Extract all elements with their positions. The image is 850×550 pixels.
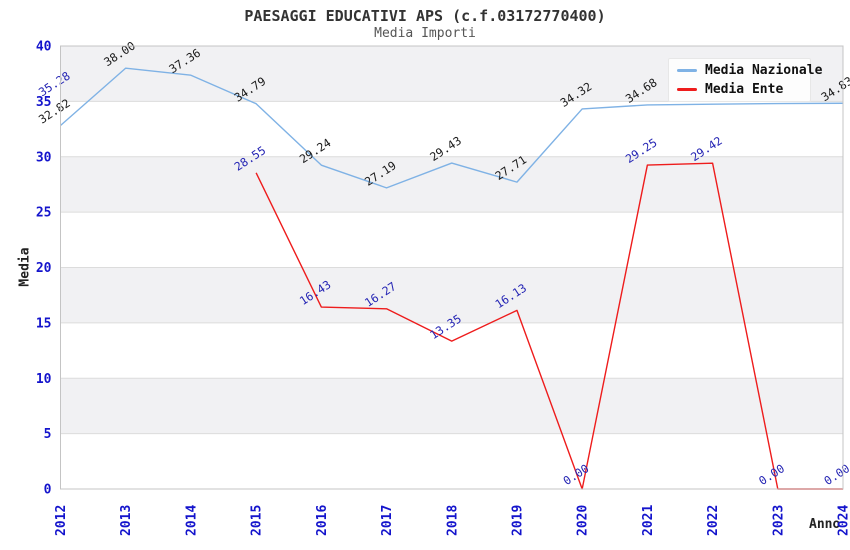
series-line-ente xyxy=(255,162,843,490)
background-band xyxy=(60,267,843,323)
x-tick-label: 2024 xyxy=(837,505,850,536)
x-tick-label: 2017 xyxy=(380,505,395,536)
background-band xyxy=(60,156,843,213)
legend-line-swatch-nazionale xyxy=(677,69,697,72)
y-tick-label: 20 xyxy=(36,261,52,276)
legend-line-swatch-ente xyxy=(677,88,697,91)
x-tick-label: 2014 xyxy=(184,505,199,536)
x-tick-label: 2023 xyxy=(771,505,786,536)
y-tick-label: 0 xyxy=(44,483,52,498)
legend-box: Media Nazionale Media Ente xyxy=(668,58,822,102)
legend-item-media-ente: Media Ente xyxy=(677,82,802,97)
x-tick-label: 2022 xyxy=(706,505,721,536)
legend-item-media-nazionale: Media Nazionale xyxy=(677,63,822,78)
x-tick-label: 2012 xyxy=(54,505,69,536)
legend-label: Media Nazionale xyxy=(705,63,823,78)
chart-title: PAESAGGI EDUCATIVI APS (c.f.03172770400) xyxy=(244,7,606,25)
x-tick-label: 2018 xyxy=(445,505,460,536)
x-axis-title: Anno xyxy=(809,517,841,532)
x-tick-label: 2020 xyxy=(576,505,591,536)
x-tick-label: 2016 xyxy=(315,505,330,536)
x-tick-label: 2021 xyxy=(641,505,656,536)
y-tick-label: 40 xyxy=(36,40,52,55)
x-tick-label: 2019 xyxy=(510,505,525,536)
chart-subtitle: Media Importi xyxy=(374,26,476,41)
x-tick-label: 2013 xyxy=(119,505,134,536)
plot-frame xyxy=(60,45,844,490)
y-tick-label: 30 xyxy=(36,150,52,165)
y-tick-label: 5 xyxy=(44,427,52,442)
data-label: 0.00 xyxy=(756,461,787,488)
y-tick-label: 25 xyxy=(36,206,52,221)
legend-label: Media Ente xyxy=(705,82,784,97)
background-band xyxy=(60,378,843,434)
y-tick-label: 15 xyxy=(36,316,52,331)
y-tick-label: 10 xyxy=(36,372,52,387)
data-label: 0.00 xyxy=(821,461,850,488)
x-tick-label: 2015 xyxy=(250,505,265,536)
y-tick-label: 35 xyxy=(36,95,52,110)
series-line-nazionale xyxy=(60,67,844,189)
